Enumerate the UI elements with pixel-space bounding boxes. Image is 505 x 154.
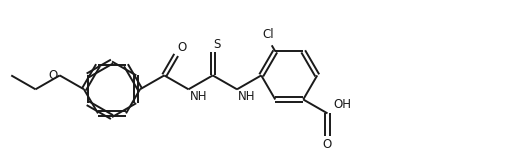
Text: O: O (322, 138, 331, 151)
Text: OH: OH (333, 98, 351, 111)
Text: NH: NH (237, 90, 255, 103)
Text: Cl: Cl (262, 28, 273, 41)
Text: O: O (48, 69, 58, 82)
Text: NH: NH (189, 90, 207, 103)
Text: S: S (213, 38, 221, 51)
Text: O: O (177, 41, 186, 54)
